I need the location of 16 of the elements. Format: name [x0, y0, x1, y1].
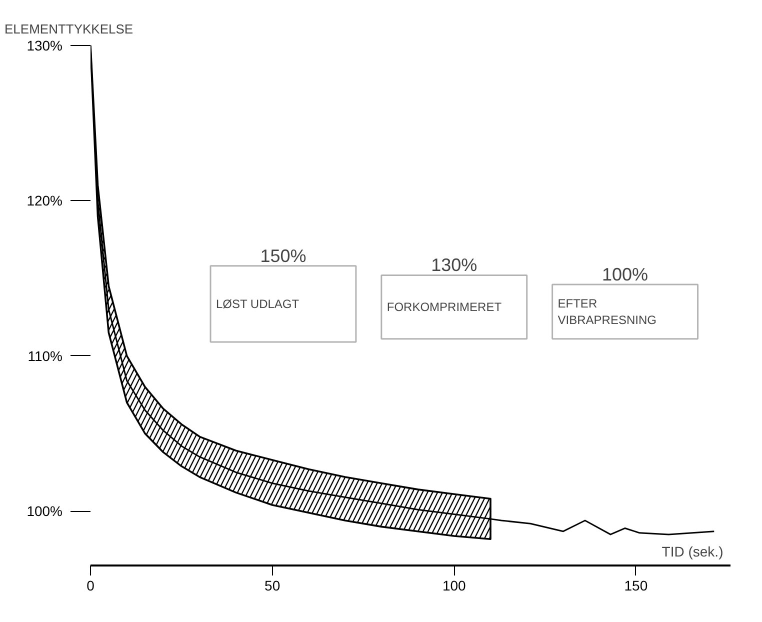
x-tick-label: 0 [86, 578, 95, 594]
x-tick-label: 100 [442, 578, 466, 594]
annotation: 150% [260, 246, 306, 266]
y-tick-label: 100% [26, 503, 63, 520]
y-tick-label: 130% [26, 38, 63, 54]
annotation: 130% [431, 255, 478, 276]
x-tick-label: 50 [264, 578, 280, 594]
x-tick-label: 150 [624, 578, 648, 594]
y-axis-title: ELEMENTTYKKELSE [4, 22, 134, 36]
annotation: FORKOMPRIMERET [386, 300, 502, 314]
annotation: EFTER VIBRAPRESNING [558, 296, 656, 328]
annotation: 100% [602, 264, 648, 285]
y-tick-label: 120% [26, 192, 63, 209]
annotation: LØST UDLAGT [216, 296, 300, 311]
y-tick-label: 110% [28, 348, 63, 364]
x-axis-title: TID (sek.) [662, 544, 724, 560]
